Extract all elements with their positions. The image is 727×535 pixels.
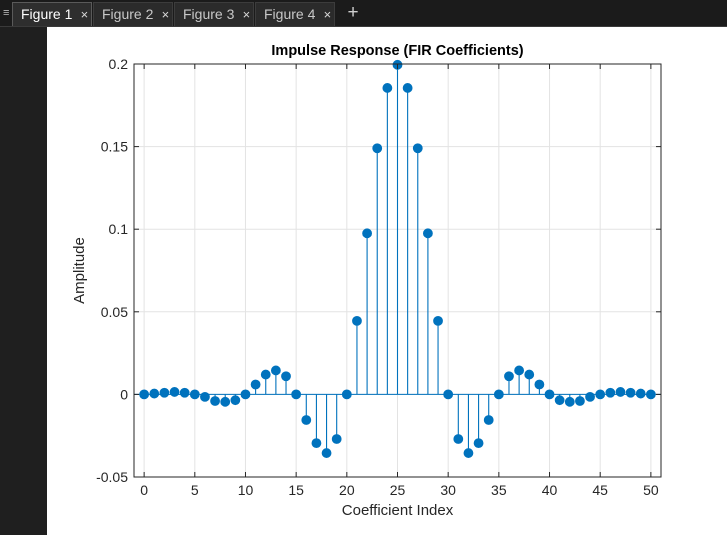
y-tick-label: 0.1 [109,221,129,237]
stem-marker [139,389,150,400]
stem-marker [291,389,302,400]
figure-canvas: 0 5 10 15 20 25 30 35 40 45 50 -0.05 0 0.05 0.1 0.15 0.2… [47,27,727,535]
stem-marker [473,438,484,449]
stem-marker [564,396,575,407]
stem-marker [615,387,626,397]
stem-marker [179,387,190,398]
tab-label: Figure 4 [264,6,316,22]
chart-title: Impulse Response (FIR Coefficients) [271,43,523,59]
stem-marker [220,396,231,407]
stem-marker [260,369,271,380]
tab-label: Figure 3 [183,6,235,22]
y-tick-label: 0.15 [101,139,128,155]
stem-marker [240,389,251,400]
y-tick-label: 0.05 [101,304,128,320]
stem-marker [645,389,656,400]
y-tick-label: -0.05 [96,469,128,485]
tab-figure-4[interactable]: Figure 4 × [255,2,335,26]
stem-marker [635,388,646,399]
x-tick-label: 35 [491,482,507,498]
stem-marker [341,389,352,400]
y-axis-label: Amplitude [71,237,88,304]
stem-marker [483,415,494,425]
stem-marker [281,371,291,382]
stem-marker [534,379,545,390]
x-tick-label: 15 [288,482,304,498]
stem-marker [210,396,220,406]
x-tick-label: 0 [140,482,148,498]
stem-marker [169,387,180,397]
y-tick-label: 0.2 [109,56,129,72]
stem-marker [625,387,636,398]
x-axis-label: Coefficient Index [342,502,454,519]
stem-marker [585,391,595,402]
stem-marker [200,391,210,402]
stem-marker [382,83,393,93]
x-tick-label: 45 [592,482,608,498]
figure-tab-bar: ≡ Figure 1 × Figure 2 × Figure 3 × Figure 4… [0,0,727,27]
tab-figure-2[interactable]: Figure 2 × [93,2,173,26]
close-icon[interactable]: × [80,7,89,22]
x-tick-label: 30 [440,482,456,498]
close-icon[interactable]: × [323,7,332,22]
stem-marker [362,228,372,239]
x-tick-label: 50 [643,482,659,498]
stem-marker [544,389,555,400]
tab-figure-1[interactable]: Figure 1 × [12,2,92,26]
x-tick-label: 25 [390,482,406,498]
menu-icon[interactable]: ≡ [3,7,10,19]
tab-label: Figure 1 [21,6,73,22]
stem-series [134,59,661,458]
stem-marker [423,228,433,239]
add-tab-icon[interactable]: + [347,2,359,23]
stem-marker [463,448,474,458]
stem-marker [493,389,504,400]
stem-marker [412,143,423,154]
stem-marker [575,396,585,406]
x-tick-label: 40 [542,482,558,498]
stem-marker [331,434,342,444]
y-tick-label: 0 [120,386,128,402]
stem-marker [595,389,606,400]
stem-marker [301,415,312,425]
tab-label: Figure 2 [102,6,154,22]
stem-marker [311,438,322,449]
x-tick-label: 20 [339,482,355,498]
stem-marker [372,143,383,154]
x-tick-label: 10 [238,482,254,498]
stem-marker [433,315,443,326]
close-icon[interactable]: × [242,7,251,22]
stem-marker [402,83,413,93]
stem-marker [230,395,241,406]
stem-marker [453,434,464,444]
stem-chart: 0 5 10 15 20 25 30 35 40 45 50 -0.05 0 0.05 0.1 0.15 0.2… [71,43,662,519]
stem-marker [352,315,362,326]
stem-marker [605,387,616,398]
stem-marker [149,388,160,399]
x-tick-label: 5 [191,482,199,498]
stem-marker [250,379,261,390]
ticks: 0 5 10 15 20 25 30 35 40 45 50 -0.05 0 0.05 0.1 0.15 0.2 [96,56,661,498]
stem-marker [554,395,565,406]
stem-marker [524,369,535,380]
stem-marker [321,448,332,458]
stem-marker [189,389,200,400]
stem-marker [514,365,525,376]
left-panel [0,27,47,535]
close-icon[interactable]: × [161,7,170,22]
tab-figure-3[interactable]: Figure 3 × [174,2,254,26]
stem-marker [270,365,281,376]
stem-marker [159,387,170,398]
stem-marker [504,371,514,382]
stem-marker [443,389,454,400]
